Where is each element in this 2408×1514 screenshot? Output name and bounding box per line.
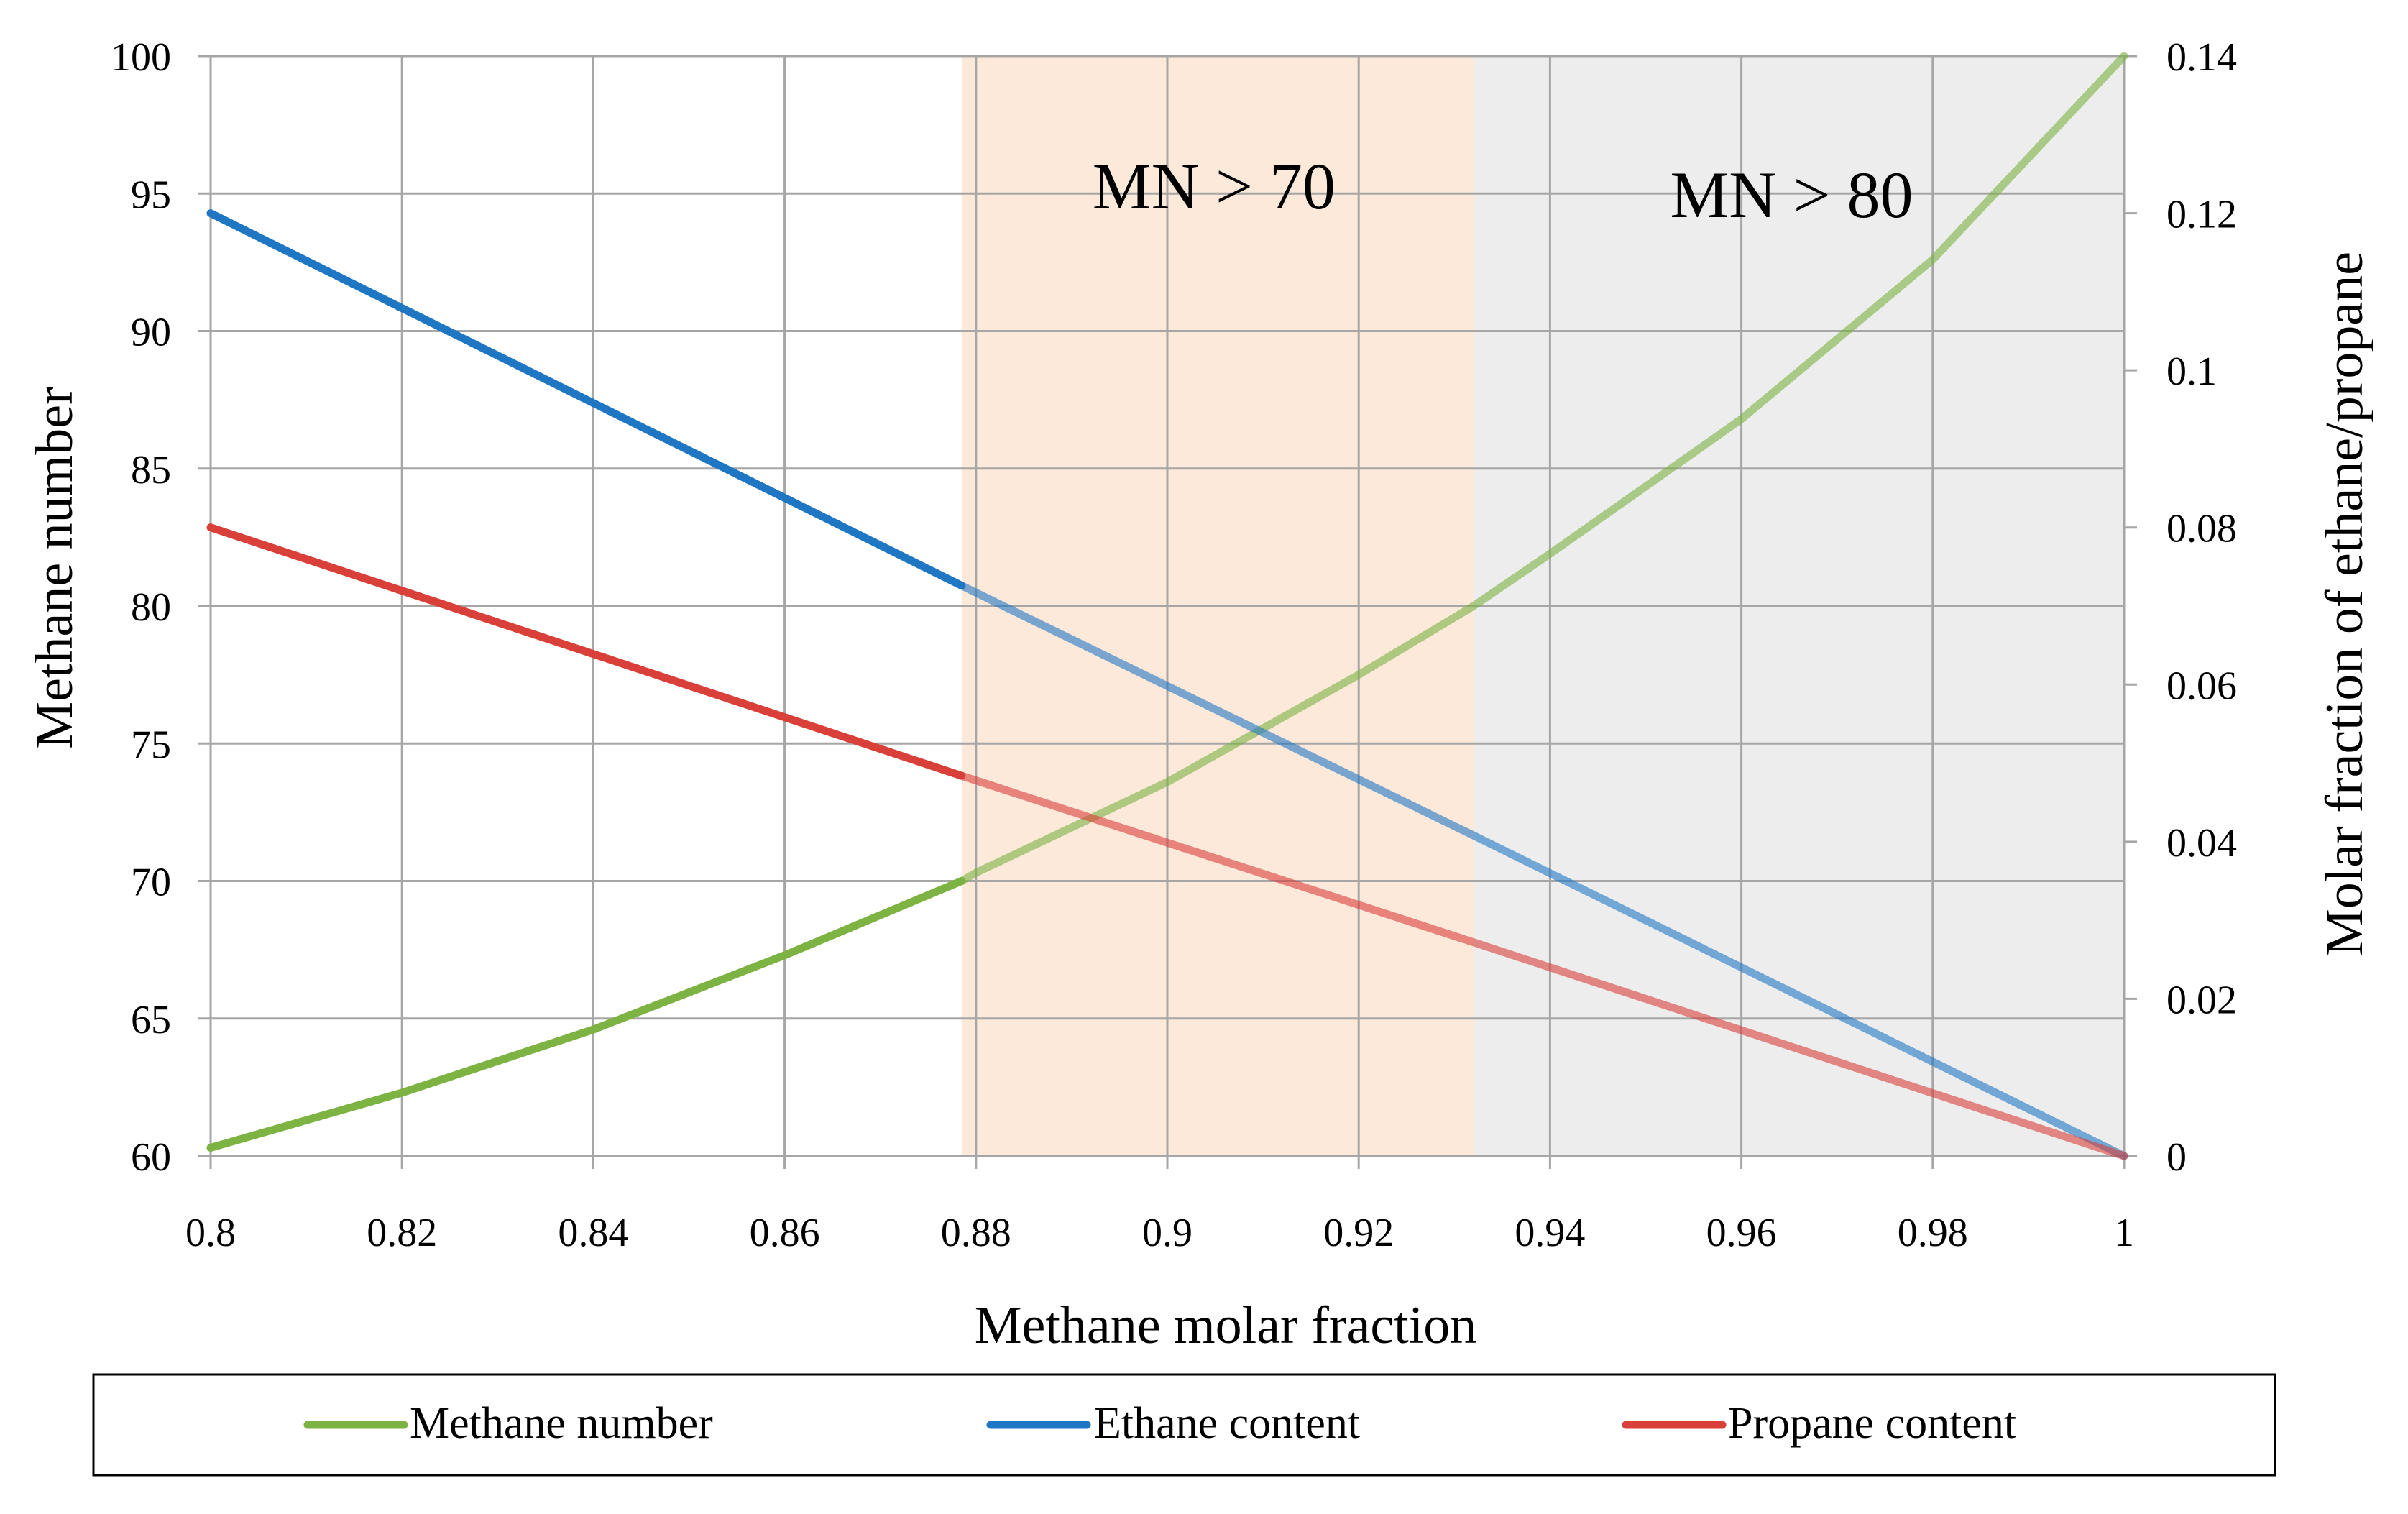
legend-label-propane-content: Propane content xyxy=(1728,1399,2016,1448)
region-labels: MN > 70 MN > 80 xyxy=(1093,150,1913,231)
grid xyxy=(198,55,2137,1169)
y2-tick-label: 0 xyxy=(2166,1135,2187,1180)
y2-axis-title: Molar fraction of ethane/propane xyxy=(2315,252,2374,956)
y-tick-label: 60 xyxy=(131,1135,171,1180)
y-axis-title: Methane number xyxy=(25,387,84,748)
y2-tick-label: 0.12 xyxy=(2166,193,2237,237)
y-tick-label: 90 xyxy=(131,311,171,355)
x-axis-title: Methane molar fraction xyxy=(975,1296,1477,1355)
x-tick-label: 0.94 xyxy=(1515,1211,1585,1255)
x-tick-label: 0.8 xyxy=(185,1211,236,1255)
y-tick-label: 95 xyxy=(131,173,171,217)
series-line-propane-content xyxy=(206,523,966,780)
y-tick-label: 65 xyxy=(131,998,171,1042)
x-tick-label: 0.82 xyxy=(367,1211,437,1255)
y2-tick-label: 0.04 xyxy=(2166,821,2237,866)
region-label-mn-80: MN > 80 xyxy=(1670,158,1913,231)
y-tick-label: 70 xyxy=(131,861,171,905)
y-tick-label: 85 xyxy=(131,448,171,492)
x-tick-label: 1 xyxy=(2114,1211,2134,1255)
x-tick-label: 0.88 xyxy=(941,1211,1011,1255)
y-tick-label: 75 xyxy=(131,722,171,767)
y2-tick-label: 0.1 xyxy=(2166,349,2217,394)
x-tick-label: 0.84 xyxy=(558,1211,628,1255)
series-line-propane-content-highlighted xyxy=(957,771,2128,1160)
x-tick-label: 0.96 xyxy=(1706,1211,1777,1255)
legend-label-ethane-content: Ethane content xyxy=(1094,1399,1360,1448)
y2-tick-label: 0.08 xyxy=(2166,507,2237,551)
series-lines xyxy=(206,52,2128,1160)
x-tick-label: 0.86 xyxy=(750,1211,820,1255)
region-label-mn-70: MN > 70 xyxy=(1093,150,1336,223)
series-line-methane-number xyxy=(206,877,966,1152)
legend-label-methane-number: Methane number xyxy=(410,1399,713,1448)
y-tick-label: 80 xyxy=(131,585,171,630)
y2-tick-label: 0.14 xyxy=(2166,35,2237,80)
x-tick-label: 0.92 xyxy=(1323,1211,1394,1255)
y-tick-label: 100 xyxy=(111,35,171,80)
legend: Methane number Ethane content Propane co… xyxy=(92,1373,2276,1477)
tick-labels: 0.8 0.82 0.84 0.86 0.88 0.9 0.92 0.94 0.96 0.98 1 6… xyxy=(111,35,2237,1255)
x-tick-label: 0.9 xyxy=(1142,1211,1192,1255)
y2-tick-label: 0.02 xyxy=(2166,978,2237,1022)
series-line-ethane-content-highlighted xyxy=(957,582,2128,1160)
legend-box xyxy=(92,1373,2276,1477)
y2-tick-label: 0.06 xyxy=(2166,664,2237,708)
series-line-methane-number-highlighted xyxy=(957,52,2128,885)
series-line-ethane-content xyxy=(206,209,966,590)
x-tick-label: 0.98 xyxy=(1898,1211,1968,1255)
